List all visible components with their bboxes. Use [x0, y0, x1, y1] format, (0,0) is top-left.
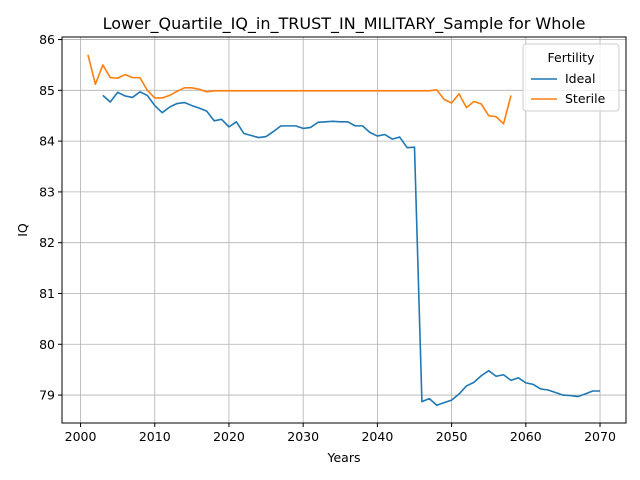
y-axis-ticks: 79 80 81 82 83 84 85 86 — [39, 32, 62, 403]
x-axis-label: Years — [327, 450, 361, 465]
legend-box — [522, 43, 620, 112]
x-tick-label: 2000 — [65, 429, 97, 444]
y-tick-label: 85 — [39, 83, 55, 98]
y-tick-label: 82 — [39, 235, 55, 250]
legend-label-sterile: Sterile — [565, 91, 606, 106]
y-tick-label: 86 — [39, 32, 55, 47]
x-tick-label: 2070 — [584, 429, 616, 444]
y-tick-label: 79 — [39, 388, 55, 403]
legend-items: Ideal Sterile — [531, 71, 606, 106]
series-line-ideal — [102, 91, 601, 407]
plot-frame — [61, 36, 627, 424]
legend: Fertility Ideal Sterile — [522, 43, 620, 112]
x-tick-label: 2050 — [436, 429, 468, 444]
grid — [62, 37, 626, 423]
x-tick-label: 2020 — [213, 429, 245, 444]
y-tick-label: 80 — [39, 337, 55, 352]
legend-title: Fertility — [548, 50, 596, 65]
x-axis-ticks: 2000 2010 2020 2030 2040 2050 2060 2070 — [65, 423, 616, 444]
x-tick-label: 2060 — [510, 429, 542, 444]
y-tick-label: 81 — [39, 286, 55, 301]
x-tick-label: 2010 — [139, 429, 171, 444]
series-line-sterile — [87, 54, 512, 125]
x-tick-label: 2030 — [287, 429, 319, 444]
chart-title: Lower_Quartile_IQ_in_TRUST_IN_MILITARY_S… — [103, 14, 586, 34]
series-lines — [87, 54, 601, 407]
y-tick-label: 83 — [39, 184, 55, 199]
x-tick-label: 2040 — [361, 429, 393, 444]
y-axis-label: IQ — [15, 223, 30, 237]
legend-label-ideal: Ideal — [565, 71, 595, 86]
y-tick-label: 84 — [39, 134, 55, 149]
